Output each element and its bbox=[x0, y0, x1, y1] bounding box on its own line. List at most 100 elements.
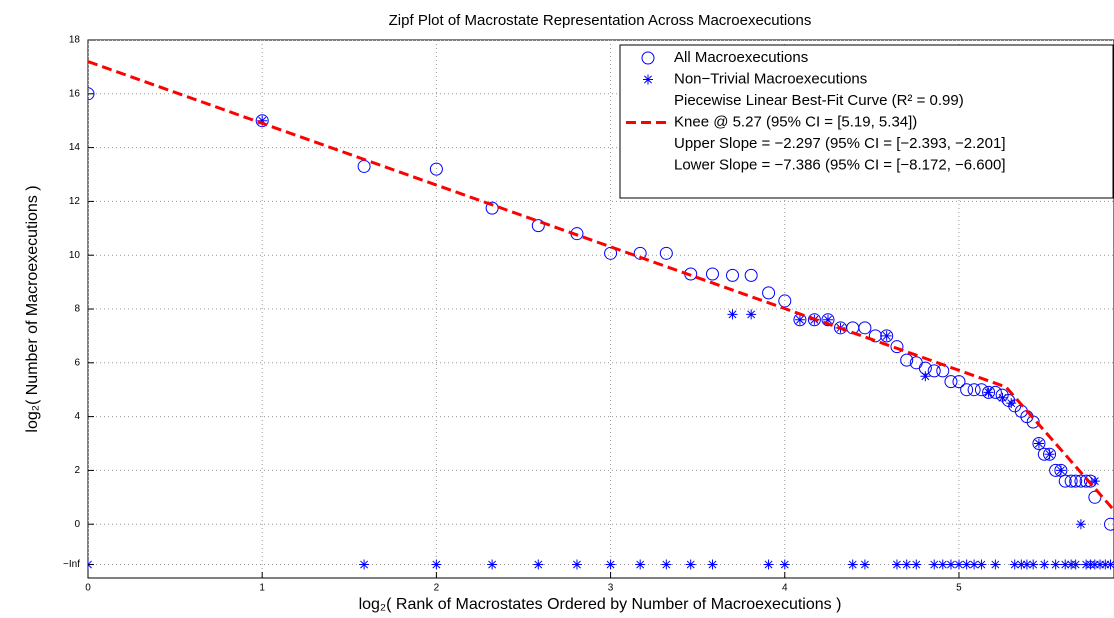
point bbox=[890, 340, 904, 354]
point bbox=[762, 286, 776, 300]
point bbox=[531, 219, 545, 233]
star-marker bbox=[431, 559, 442, 570]
star-marker bbox=[727, 309, 738, 320]
legend-label: Piecewise Linear Best-Fit Curve (R² = 0.… bbox=[674, 92, 964, 109]
point bbox=[659, 246, 673, 260]
point bbox=[807, 313, 821, 327]
x-tick-label: 1 bbox=[259, 583, 265, 594]
star-marker bbox=[945, 559, 956, 570]
point bbox=[927, 364, 941, 378]
star-marker bbox=[1016, 559, 1027, 570]
star-marker bbox=[859, 559, 870, 570]
point bbox=[1064, 474, 1078, 488]
star-marker bbox=[891, 559, 902, 570]
star-marker bbox=[685, 559, 696, 570]
star-marker bbox=[257, 115, 268, 126]
star-marker bbox=[1060, 559, 1071, 570]
y-tick-label: 4 bbox=[74, 411, 80, 422]
legend: All Macroexecutions Non−Trivial Macroexec… bbox=[619, 44, 1114, 199]
y-axis-label: log₂( Number of Macroexecutions ) bbox=[24, 185, 41, 432]
legend-box bbox=[619, 44, 1114, 199]
star-marker bbox=[953, 559, 964, 570]
point bbox=[944, 375, 958, 389]
point bbox=[705, 267, 719, 281]
star-marker bbox=[920, 371, 931, 382]
star-marker bbox=[359, 559, 370, 570]
chart-title: Zipf Plot of Macrostate Representation A… bbox=[389, 12, 812, 29]
point bbox=[1032, 437, 1046, 450]
star-marker bbox=[661, 559, 672, 570]
star-marker bbox=[1055, 465, 1066, 476]
star-marker bbox=[763, 559, 774, 570]
legend-marker bbox=[641, 51, 655, 65]
point bbox=[868, 329, 882, 343]
star-marker bbox=[1070, 559, 1081, 570]
star-marker bbox=[997, 392, 1008, 403]
point bbox=[633, 246, 647, 260]
star-marker bbox=[976, 559, 987, 570]
star-marker bbox=[937, 559, 948, 570]
star-marker bbox=[779, 559, 790, 570]
point bbox=[255, 114, 269, 128]
legend-label: Knee @ 5.27 (95% CI = [5.19, 5.34]) bbox=[674, 113, 917, 130]
star-marker bbox=[911, 559, 922, 570]
star-marker bbox=[1006, 398, 1017, 409]
point bbox=[744, 268, 758, 282]
point bbox=[821, 313, 835, 327]
star-marker bbox=[969, 559, 980, 570]
star-marker bbox=[929, 559, 940, 570]
point bbox=[1069, 474, 1083, 488]
point bbox=[967, 383, 981, 397]
legend-label: Upper Slope = −2.297 (95% CI = [−2.393, … bbox=[674, 135, 1006, 152]
star-marker bbox=[1050, 559, 1061, 570]
star-marker bbox=[961, 559, 972, 570]
point bbox=[1043, 447, 1057, 461]
point bbox=[974, 383, 988, 397]
fit-line bbox=[88, 60, 1114, 512]
y-tick-label: 0 bbox=[74, 519, 80, 530]
point bbox=[982, 385, 996, 399]
star-marker bbox=[990, 559, 1001, 570]
star-marker bbox=[1044, 449, 1055, 460]
star-marker bbox=[794, 314, 805, 325]
point bbox=[1104, 517, 1114, 531]
point bbox=[429, 162, 443, 176]
star-marker bbox=[1095, 559, 1106, 570]
x-tick-label: 3 bbox=[608, 583, 614, 594]
star-marker bbox=[901, 559, 912, 570]
star-marker bbox=[822, 314, 833, 325]
point bbox=[880, 329, 894, 343]
y-tick-label: 2 bbox=[74, 465, 80, 476]
y-tick-label: 16 bbox=[69, 88, 81, 99]
plot bbox=[88, 40, 1114, 578]
star-marker bbox=[1075, 519, 1086, 530]
star-marker bbox=[487, 559, 498, 570]
y-tick-label: 8 bbox=[74, 304, 80, 315]
star-marker bbox=[1028, 559, 1039, 570]
y-tick-label: 14 bbox=[69, 142, 81, 153]
point bbox=[960, 383, 974, 397]
y-tick-label: 12 bbox=[69, 196, 81, 207]
star-marker bbox=[707, 559, 718, 570]
point bbox=[900, 353, 914, 367]
point bbox=[952, 375, 966, 389]
star-marker bbox=[533, 559, 544, 570]
star-marker bbox=[847, 559, 858, 570]
x-tick-label: 4 bbox=[782, 583, 788, 594]
star-marker bbox=[746, 309, 757, 320]
star-marker bbox=[881, 330, 892, 341]
star-marker bbox=[1039, 559, 1050, 570]
legend-label: Lower Slope = −7.386 (95% CI = [−8.172, … bbox=[674, 156, 1006, 173]
star-marker bbox=[1100, 559, 1111, 570]
x-tick-label: 0 bbox=[85, 583, 91, 594]
star-marker bbox=[643, 74, 653, 85]
star-marker bbox=[1105, 559, 1114, 570]
legend-label: All Macroexecutions bbox=[674, 49, 808, 66]
star-marker bbox=[1089, 559, 1100, 570]
legend-label: Non−Trivial Macroexecutions bbox=[674, 70, 867, 87]
x-tick-label: 2 bbox=[434, 583, 440, 594]
point bbox=[1058, 474, 1072, 488]
y-tick-label: 10 bbox=[69, 250, 81, 261]
point bbox=[858, 321, 872, 335]
